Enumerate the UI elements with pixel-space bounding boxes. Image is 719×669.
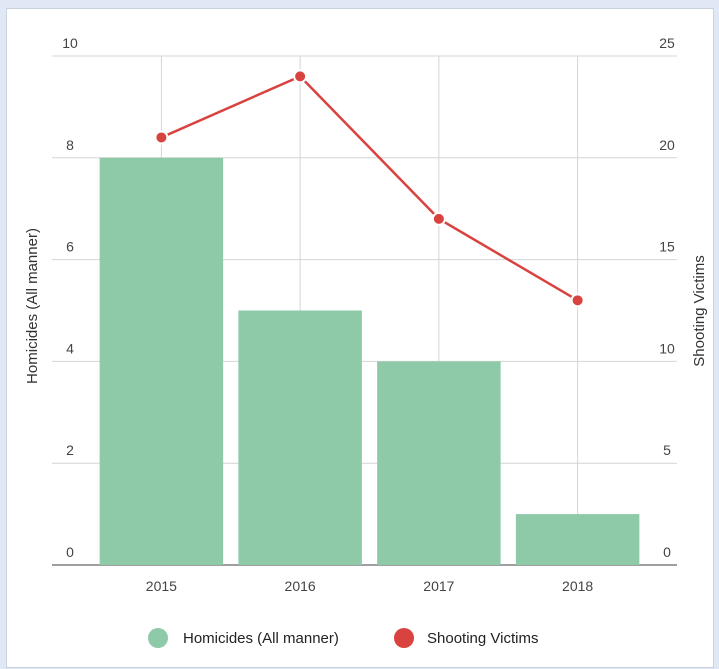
- bar-series-homicides: [99, 157, 640, 566]
- axes: 0 2 4 6 8 10 0 5 10 15 20 25 2015 2016 2017 2018: [62, 35, 675, 594]
- left-axis-title: Homicides (All manner): [24, 228, 41, 384]
- point-2018: [570, 293, 585, 308]
- legend-label-homicides: Homicides (All manner): [183, 630, 339, 647]
- y-tick-label-left: 0: [66, 544, 74, 560]
- legend-label-shooting-victims: Shooting Victims: [427, 630, 538, 647]
- y-tick-label-left: 8: [66, 137, 74, 153]
- bar-2018: [515, 514, 640, 565]
- y-tick-label-right: 5: [663, 442, 671, 458]
- point-2016: [293, 69, 308, 84]
- legend-swatch-homicides: [148, 628, 168, 648]
- x-tick-label: 2017: [423, 578, 454, 594]
- y-tick-label-left: 10: [62, 35, 78, 51]
- chart-card: 0 2 4 6 8 10 0 5 10 15 20 25 2015 2016 2017 2018 Homici…: [6, 8, 714, 668]
- x-tick-label: 2015: [146, 578, 177, 594]
- y-tick-label-right: 25: [659, 35, 675, 51]
- x-tick-label: 2016: [285, 578, 316, 594]
- y-tick-label-right: 15: [659, 239, 675, 255]
- bar-2016: [238, 310, 362, 565]
- shooting-victims-line: [160, 74, 579, 302]
- y-tick-label-left: 2: [66, 442, 74, 458]
- combo-chart: 0 2 4 6 8 10 0 5 10 15 20 25 2015 2016 2017 2018 Homici…: [24, 35, 708, 648]
- point-2017: [431, 211, 446, 226]
- legend: Homicides (All manner) Shooting Victims: [148, 628, 538, 648]
- bar-2015: [99, 157, 224, 566]
- point-2015: [154, 130, 169, 145]
- y-tick-label-left: 4: [66, 340, 74, 356]
- y-tick-label-left: 6: [66, 239, 74, 255]
- bar-2017: [377, 361, 501, 565]
- y-tick-label-right: 20: [659, 137, 675, 153]
- x-tick-label: 2018: [562, 578, 593, 594]
- legend-swatch-shooting-victims: [394, 628, 414, 648]
- right-axis-title: Shooting Victims: [691, 255, 708, 366]
- y-tick-label-right: 0: [663, 544, 671, 560]
- line-series-shooting-victims: [154, 69, 585, 308]
- y-tick-label-right: 10: [659, 340, 675, 356]
